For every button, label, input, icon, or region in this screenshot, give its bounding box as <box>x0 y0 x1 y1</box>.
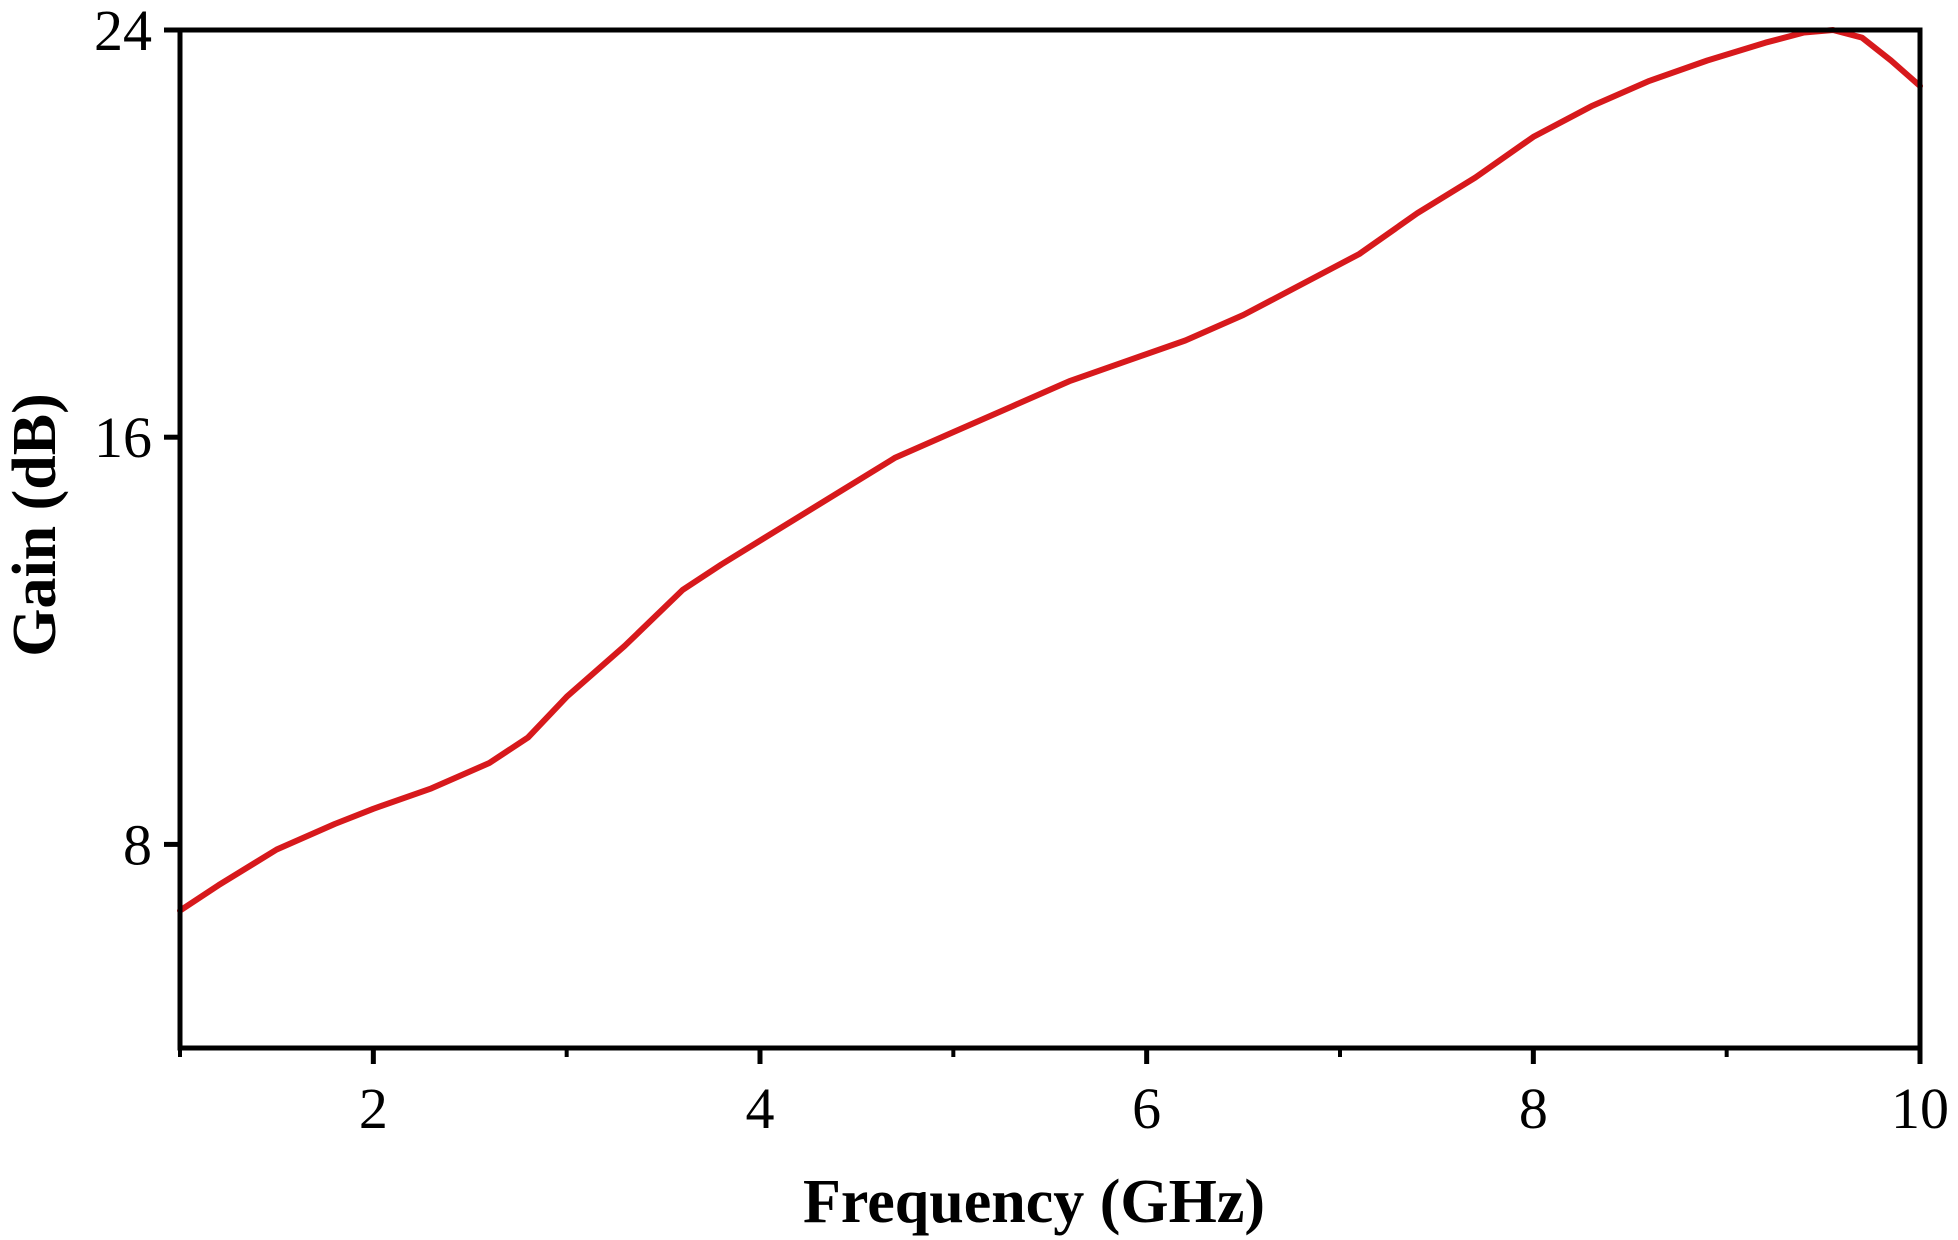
x-tick-label: 4 <box>746 1076 775 1141</box>
series-line-0 <box>177 27 1923 914</box>
x-tick-label: 10 <box>1891 1076 1949 1141</box>
x-tick-label: 6 <box>1132 1076 1161 1141</box>
x-axis-title: Frequency (GHz) <box>803 1168 1265 1236</box>
plot-area <box>177 27 1923 914</box>
y-axis-title: Gain (dB) <box>1 393 69 657</box>
x-tick-label: 2 <box>359 1076 388 1141</box>
y-tick-label: 16 <box>94 405 152 470</box>
x-tick-label: 8 <box>1519 1076 1548 1141</box>
y-tick-label: 24 <box>94 0 152 63</box>
y-tick-label: 8 <box>123 812 152 877</box>
plot-frame <box>177 27 1923 1051</box>
